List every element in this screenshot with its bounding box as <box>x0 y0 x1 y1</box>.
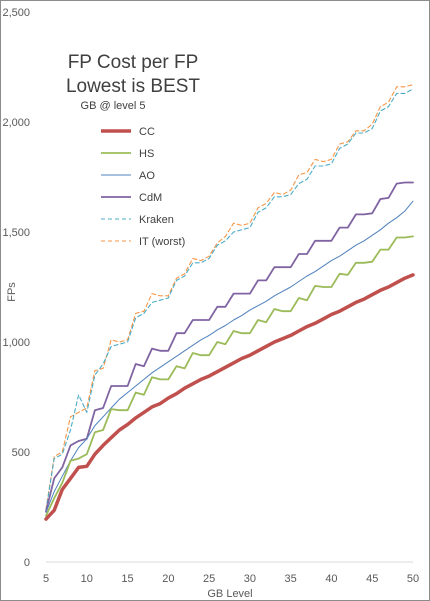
legend-label: CC <box>139 126 155 138</box>
x-tick-label: 5 <box>43 573 49 585</box>
y-tick-label: 1,500 <box>2 227 30 239</box>
x-tick-label: 50 <box>407 573 419 585</box>
legend-label: HS <box>139 148 154 160</box>
x-tick-label: 45 <box>366 573 378 585</box>
chart-subtitle: GB @ level 5 <box>81 100 146 112</box>
legend-label: IT (worst) <box>139 236 185 248</box>
y-tick-label: 0 <box>24 557 30 569</box>
chart-title: FP Cost per FP <box>68 52 199 73</box>
legend-label: AO <box>139 170 155 182</box>
series-line-hs <box>45 235 414 517</box>
series-line-kraken <box>45 88 414 511</box>
y-axis-ticks: 0 500 1,000 1,500 2,000 2,500 <box>2 7 30 569</box>
legend-label: CdM <box>139 192 162 204</box>
y-tick-label: 500 <box>12 447 30 459</box>
series-line-ao <box>45 200 414 513</box>
chart-title-line2: Lowest is BEST <box>66 76 200 97</box>
x-tick-label: 10 <box>81 573 93 585</box>
x-tick-label: 35 <box>285 573 297 585</box>
legend-label: Kraken <box>139 214 174 226</box>
x-axis-ticks: 5 10 15 20 25 30 35 40 45 50 <box>43 573 419 585</box>
x-tick-label: 30 <box>244 573 256 585</box>
x-tick-label: 15 <box>121 573 133 585</box>
x-tick-label: 40 <box>325 573 337 585</box>
series-layer <box>44 84 415 521</box>
x-tick-label: 25 <box>203 573 215 585</box>
y-tick-label: 1,000 <box>2 337 30 349</box>
legend: CC HS AO CdM Kraken IT (worst) <box>101 126 185 248</box>
series-line-cc <box>44 273 415 521</box>
x-axis-title: GB Level <box>207 588 252 600</box>
series-line-cdm <box>45 181 414 513</box>
y-tick-label: 2,500 <box>2 7 30 19</box>
x-tick-label: 20 <box>162 573 174 585</box>
y-axis-title: FPs <box>6 282 18 302</box>
y-tick-label: 2,000 <box>2 117 30 129</box>
